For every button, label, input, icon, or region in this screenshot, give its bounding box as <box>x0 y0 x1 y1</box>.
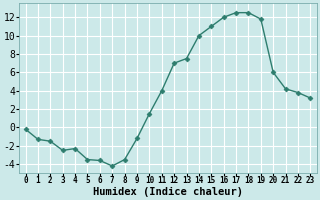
X-axis label: Humidex (Indice chaleur): Humidex (Indice chaleur) <box>93 186 243 197</box>
